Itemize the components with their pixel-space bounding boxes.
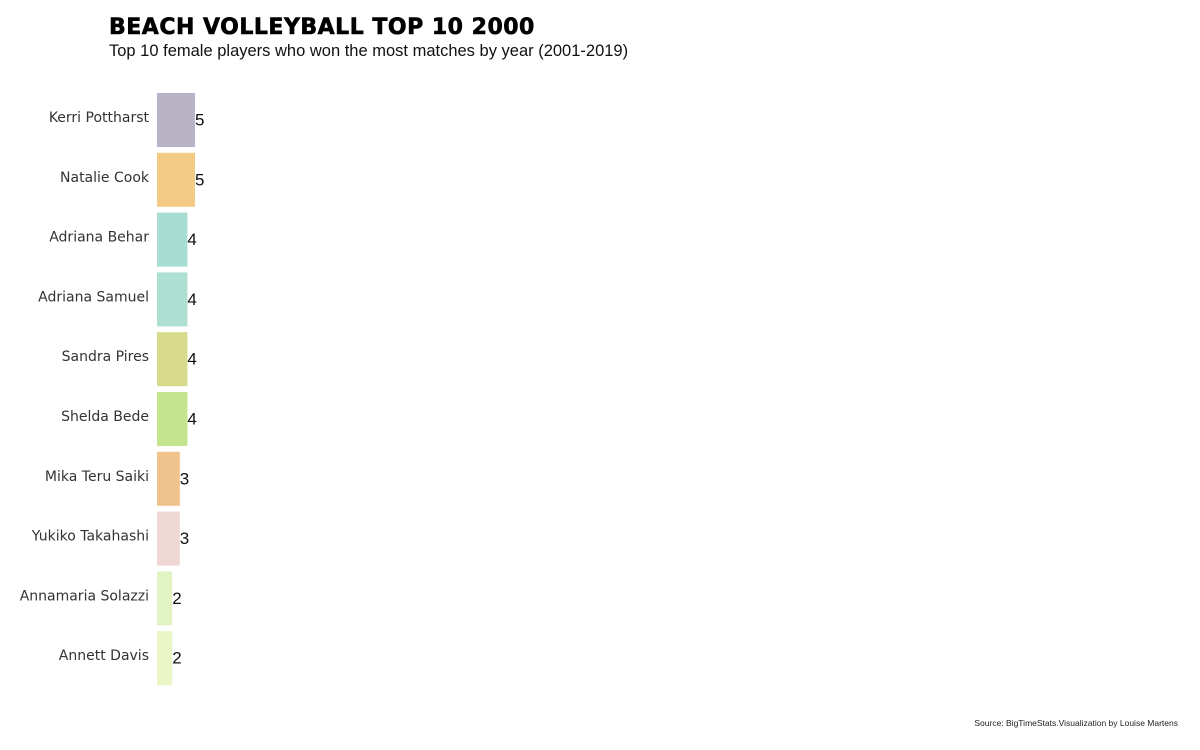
bar — [157, 571, 173, 626]
bar-row: Shelda Bede 4 — [61, 392, 197, 446]
source-caption: Source: BigTimeStats.Visualization by Lo… — [974, 718, 1178, 728]
bar-row: Annett Davis 2 — [59, 631, 182, 686]
bar-row: Sandra Pires 4 — [62, 332, 197, 387]
chart-title: BEACH VOLLEYBALL TOP 10 2000 — [109, 15, 535, 41]
category-label: Shelda Bede — [61, 409, 149, 425]
bar-row: Yukiko Takahashi 3 — [31, 511, 189, 566]
value-label: 4 — [187, 409, 196, 428]
bar — [157, 451, 180, 506]
category-label: Sandra Pires — [62, 349, 149, 365]
category-label: Annamaria Solazzi — [20, 588, 149, 604]
category-label: Adriana Samuel — [38, 289, 149, 305]
bar-row: Natalie Cook 5 — [60, 152, 204, 207]
value-label: 4 — [187, 350, 196, 369]
value-label: 2 — [172, 649, 181, 668]
bar — [157, 272, 188, 327]
bar-row: Adriana Behar 4 — [49, 212, 197, 267]
value-label: 2 — [172, 589, 181, 608]
category-label: Mika Teru Saiki — [45, 469, 149, 485]
bar — [157, 511, 180, 566]
bar — [157, 332, 188, 387]
category-label: Adriana Behar — [49, 230, 149, 246]
value-label: 4 — [187, 230, 196, 249]
bar — [157, 93, 195, 147]
value-label: 4 — [187, 290, 196, 309]
bar-row: Kerri Pottharst 5 — [49, 93, 204, 147]
bar-row: Annamaria Solazzi 2 — [20, 571, 182, 626]
category-label: Kerri Pottharst — [49, 110, 150, 126]
category-label: Yukiko Takahashi — [31, 529, 149, 545]
category-label: Natalie Cook — [60, 170, 150, 186]
bar — [157, 152, 195, 207]
value-label: 5 — [195, 110, 204, 129]
chart-subtitle: Top 10 female players who won the most m… — [109, 42, 629, 60]
value-label: 3 — [180, 529, 189, 548]
bar-row: Mika Teru Saiki 3 — [45, 451, 189, 506]
value-label: 3 — [180, 469, 189, 488]
bar — [157, 212, 188, 267]
value-label: 5 — [195, 170, 204, 189]
category-label: Annett Davis — [59, 648, 149, 664]
bar — [157, 392, 188, 446]
bar — [157, 631, 173, 686]
bar-row: Adriana Samuel 4 — [38, 272, 197, 327]
